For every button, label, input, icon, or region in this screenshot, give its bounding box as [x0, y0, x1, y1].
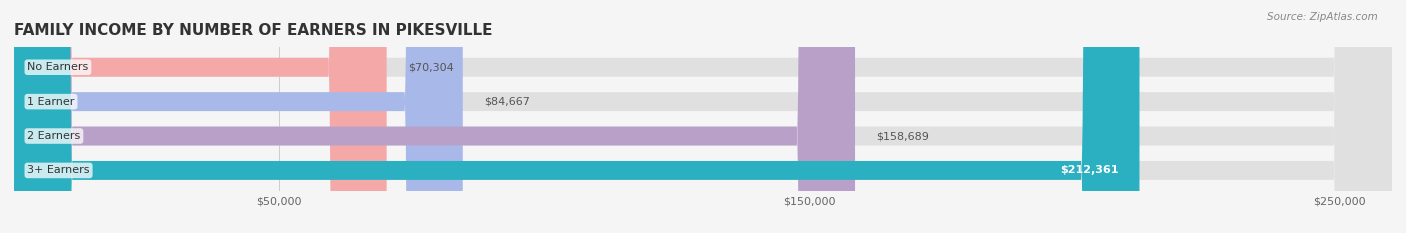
- Text: $212,361: $212,361: [1060, 165, 1118, 175]
- FancyBboxPatch shape: [14, 0, 855, 233]
- Text: $70,304: $70,304: [408, 62, 454, 72]
- Text: No Earners: No Earners: [27, 62, 89, 72]
- Text: 1 Earner: 1 Earner: [27, 97, 75, 107]
- FancyBboxPatch shape: [14, 0, 1392, 233]
- Text: FAMILY INCOME BY NUMBER OF EARNERS IN PIKESVILLE: FAMILY INCOME BY NUMBER OF EARNERS IN PI…: [14, 24, 492, 38]
- FancyBboxPatch shape: [14, 0, 1139, 233]
- Text: $84,667: $84,667: [484, 97, 530, 107]
- FancyBboxPatch shape: [14, 0, 1392, 233]
- Text: Source: ZipAtlas.com: Source: ZipAtlas.com: [1267, 12, 1378, 22]
- Text: 2 Earners: 2 Earners: [27, 131, 80, 141]
- FancyBboxPatch shape: [14, 0, 1392, 233]
- Text: 3+ Earners: 3+ Earners: [27, 165, 90, 175]
- FancyBboxPatch shape: [14, 0, 387, 233]
- FancyBboxPatch shape: [14, 0, 463, 233]
- Text: $158,689: $158,689: [876, 131, 929, 141]
- FancyBboxPatch shape: [14, 0, 1392, 233]
